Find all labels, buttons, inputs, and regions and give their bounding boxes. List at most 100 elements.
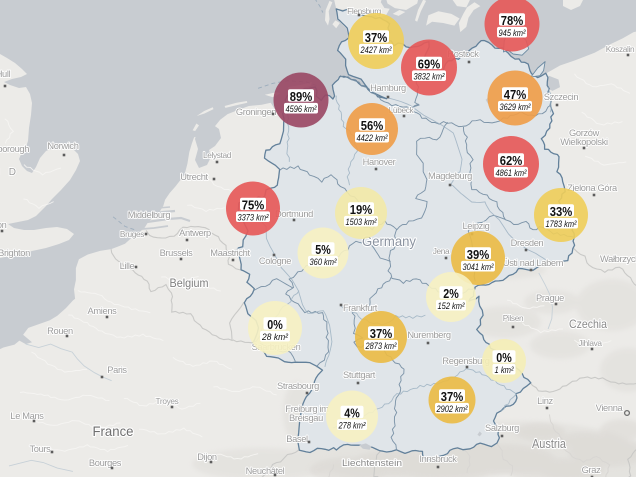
svg-text:39%: 39% <box>467 247 490 262</box>
svg-text:Regensburg: Regensburg <box>442 356 489 366</box>
svg-text:3041 km²: 3041 km² <box>463 262 495 272</box>
svg-text:4422 km²: 4422 km² <box>357 133 389 143</box>
svg-text:3373 km²: 3373 km² <box>238 213 270 223</box>
svg-text:Lelystad: Lelystad <box>203 150 232 160</box>
svg-text:Gorzów: Gorzów <box>569 128 600 138</box>
svg-text:France: France <box>93 423 134 439</box>
svg-text:Cologne: Cologne <box>259 256 291 266</box>
svg-text:78%: 78% <box>501 13 524 28</box>
svg-text:Jihlava: Jihlava <box>578 338 602 348</box>
svg-text:Norwich: Norwich <box>47 141 78 151</box>
svg-text:1783 km²: 1783 km² <box>546 219 578 229</box>
svg-text:3832 km²: 3832 km² <box>414 72 446 82</box>
svg-text:2873 km²: 2873 km² <box>365 341 398 351</box>
svg-text:Utrecht: Utrecht <box>180 172 208 182</box>
svg-text:0%: 0% <box>267 317 283 332</box>
svg-text:Linz: Linz <box>537 396 553 406</box>
svg-text:Belgium: Belgium <box>170 276 209 290</box>
svg-text:Neuchâtel: Neuchâtel <box>246 466 285 476</box>
svg-text:Brighton: Brighton <box>0 248 30 258</box>
svg-text:56%: 56% <box>361 118 384 133</box>
svg-text:Dijon: Dijon <box>197 452 217 462</box>
svg-text:33%: 33% <box>550 204 573 219</box>
svg-text:28 km²: 28 km² <box>261 332 289 342</box>
svg-text:Hamburg: Hamburg <box>370 83 406 93</box>
svg-text:Bourges: Bourges <box>89 458 122 468</box>
svg-text:Groningen: Groningen <box>236 107 276 117</box>
svg-text:Freiburg im: Freiburg im <box>285 404 329 414</box>
svg-text:Leipzig: Leipzig <box>462 221 489 231</box>
svg-text:London: London <box>0 220 7 230</box>
svg-text:Czechia: Czechia <box>569 317 607 331</box>
svg-text:19%: 19% <box>350 202 373 217</box>
svg-text:945 km²: 945 km² <box>499 28 527 38</box>
svg-text:37%: 37% <box>370 326 393 341</box>
svg-text:Innsbruck: Innsbruck <box>419 454 457 464</box>
svg-text:Hull: Hull <box>0 69 11 79</box>
svg-text:Wielkopolski: Wielkopolski <box>560 137 608 147</box>
svg-text:Ústi nad Labem: Ústi nad Labem <box>503 258 564 268</box>
svg-text:Magdeburg: Magdeburg <box>428 171 472 181</box>
svg-text:Szczecin: Szczecin <box>544 92 579 102</box>
svg-text:4861 km²: 4861 km² <box>496 168 528 178</box>
svg-text:Dortmund: Dortmund <box>275 209 313 219</box>
svg-text:4%: 4% <box>344 406 360 421</box>
svg-text:Zielona Góra: Zielona Góra <box>567 183 618 193</box>
svg-text:Bruges: Bruges <box>120 229 144 239</box>
svg-text:0%: 0% <box>496 350 512 365</box>
svg-text:Lille: Lille <box>120 261 135 271</box>
svg-text:2427 km²: 2427 km² <box>360 45 393 55</box>
svg-text:Germany: Germany <box>362 233 416 249</box>
svg-text:Dresden: Dresden <box>511 238 544 248</box>
svg-text:Koszalin: Koszalin <box>606 44 635 54</box>
svg-text:89%: 89% <box>290 89 313 104</box>
svg-text:3629 km²: 3629 km² <box>500 102 532 112</box>
svg-text:Maastricht: Maastricht <box>210 248 250 258</box>
svg-text:Flensburg: Flensburg <box>347 6 381 16</box>
svg-text:47%: 47% <box>504 87 527 102</box>
svg-text:Vienna: Vienna <box>596 403 624 413</box>
svg-text:Tours: Tours <box>30 444 52 454</box>
svg-text:5%: 5% <box>315 242 331 257</box>
svg-text:Le Mans: Le Mans <box>10 411 44 421</box>
svg-text:Stuttgart: Stuttgart <box>343 370 376 380</box>
svg-text:1503 km²: 1503 km² <box>346 217 378 227</box>
svg-text:Liechtenstein: Liechtenstein <box>342 458 402 469</box>
svg-text:Middelburg: Middelburg <box>128 210 171 220</box>
svg-text:69%: 69% <box>418 57 441 72</box>
svg-text:Peterborough: Peterborough <box>0 144 29 154</box>
svg-text:Antwerp: Antwerp <box>179 228 211 238</box>
svg-text:Breisgau: Breisgau <box>289 413 323 423</box>
svg-text:Amiens: Amiens <box>88 306 118 316</box>
svg-text:Strasbourg: Strasbourg <box>277 381 319 391</box>
svg-text:Graz: Graz <box>582 465 601 475</box>
svg-text:Hanover: Hanover <box>363 157 396 167</box>
svg-text:75%: 75% <box>242 198 265 213</box>
svg-text:2902 km²: 2902 km² <box>436 404 469 414</box>
svg-text:Lübeck: Lübeck <box>389 105 415 115</box>
svg-text:37%: 37% <box>365 30 388 45</box>
svg-text:A N D: A N D <box>0 167 19 178</box>
svg-text:Troyes: Troyes <box>156 396 179 406</box>
svg-text:Pilsen: Pilsen <box>503 313 524 323</box>
svg-text:Nuremberg: Nuremberg <box>407 330 451 340</box>
svg-text:Paris: Paris <box>107 365 127 375</box>
svg-text:Frankfurt: Frankfurt <box>343 303 378 313</box>
svg-text:Jena: Jena <box>433 246 450 256</box>
svg-text:Austria: Austria <box>532 436 567 451</box>
svg-text:62%: 62% <box>500 153 523 168</box>
svg-text:152 km²: 152 km² <box>438 301 466 311</box>
svg-text:37%: 37% <box>441 389 464 404</box>
svg-text:Wałbrzych: Wałbrzych <box>600 254 636 264</box>
svg-text:4596 km²: 4596 km² <box>286 104 318 114</box>
svg-text:Brussels: Brussels <box>160 248 194 258</box>
svg-text:Basel: Basel <box>286 434 308 444</box>
svg-text:Salzburg: Salzburg <box>485 423 519 433</box>
svg-text:278 km²: 278 km² <box>338 421 367 431</box>
svg-text:1 km²: 1 km² <box>495 365 515 375</box>
svg-text:360 km²: 360 km² <box>310 257 338 267</box>
svg-text:2%: 2% <box>443 286 459 301</box>
svg-text:Prague: Prague <box>536 293 564 303</box>
svg-text:Rostock: Rostock <box>447 49 479 59</box>
svg-text:Rouen: Rouen <box>47 326 73 336</box>
